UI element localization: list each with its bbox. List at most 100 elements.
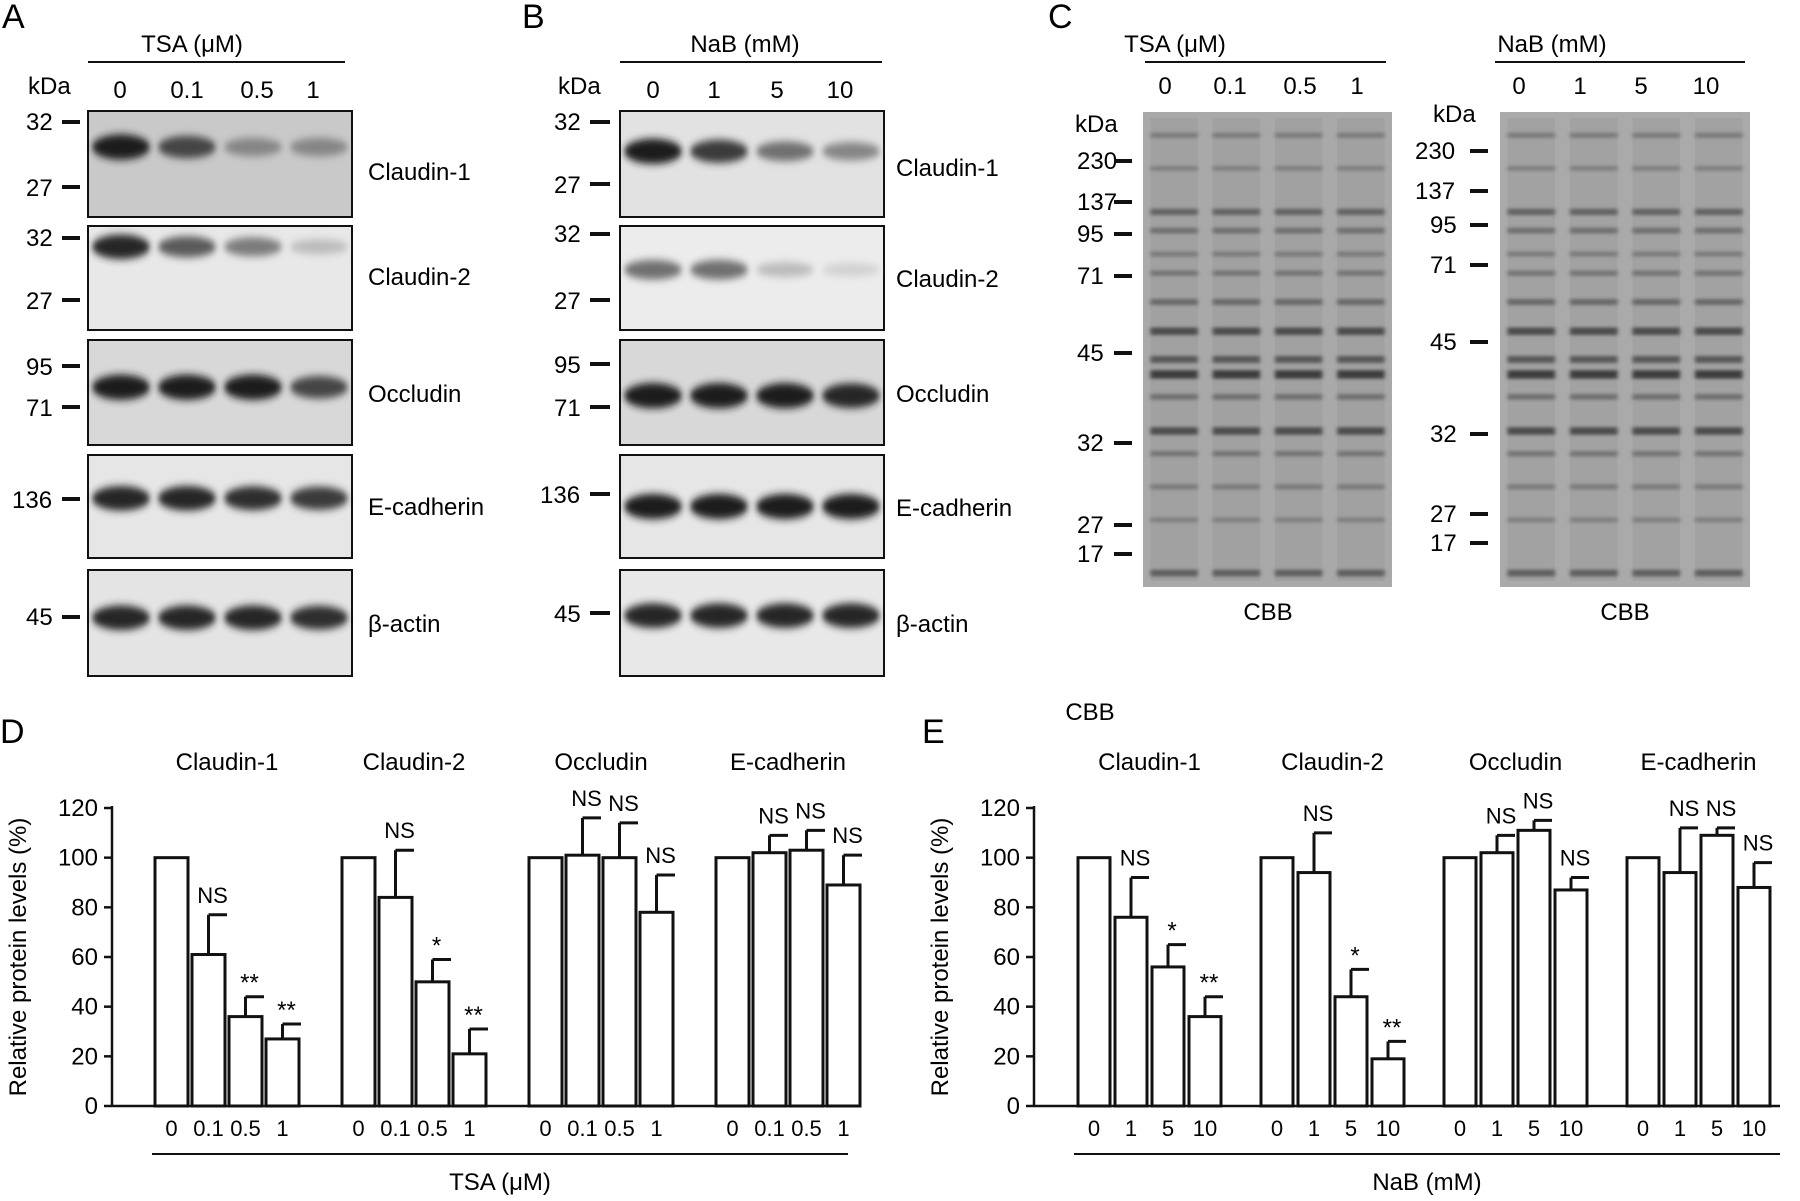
group-title: E-cadherin	[1640, 749, 1756, 776]
gel-band	[1632, 370, 1680, 379]
mw-marker: 230	[1077, 148, 1117, 175]
group-title: Claudin-2	[363, 749, 466, 776]
gel-lane	[1570, 118, 1618, 581]
significance-label: NS	[1523, 788, 1554, 813]
gel-band	[1274, 370, 1323, 379]
blot-bands	[623, 259, 881, 280]
mw-marker: 45	[1077, 340, 1104, 367]
blot-band	[289, 605, 349, 630]
x-tick-label: 0.5	[230, 1116, 261, 1141]
bar	[564, 853, 601, 1108]
significance-label: NS	[1303, 801, 1334, 826]
bar	[227, 1015, 264, 1108]
gel-band	[1570, 327, 1618, 335]
gel-band	[1337, 356, 1385, 363]
blot-bands	[623, 603, 881, 628]
x-tick-label: 0.5	[791, 1116, 822, 1141]
bar	[638, 910, 675, 1108]
gel-band	[1337, 451, 1385, 457]
mw-marker: 95	[26, 354, 53, 381]
blot-band	[157, 135, 217, 159]
bar	[377, 895, 414, 1108]
y-tick-label: 100	[980, 845, 1020, 872]
x-tick-label: 10	[1193, 1116, 1217, 1141]
blot-label: Claudin-1	[896, 155, 999, 182]
gel-band	[1150, 327, 1198, 335]
blot-band	[223, 237, 283, 257]
y-tick-label: 0	[1007, 1093, 1020, 1120]
blot-band	[623, 138, 683, 164]
blot-bands	[91, 234, 349, 260]
blot-box	[87, 110, 353, 218]
panel-b-lane-label: 10	[827, 77, 854, 104]
gel-kda: kDa	[1075, 111, 1118, 138]
gel-band	[1695, 270, 1743, 276]
gel-header: TSA (μM)	[1124, 31, 1226, 58]
gel-band	[1337, 517, 1385, 523]
group-title: E-cadherin	[730, 749, 846, 776]
gel-band	[1570, 569, 1618, 577]
gel-lane-label: 1	[1350, 73, 1363, 100]
gel-band	[1632, 451, 1680, 457]
significance-label: **	[464, 1002, 483, 1029]
blot-band	[689, 259, 749, 280]
mw-marker: 136	[12, 487, 52, 514]
gel-band	[1695, 427, 1743, 435]
gel-band	[1212, 484, 1261, 490]
gel-band	[1695, 484, 1743, 490]
y-tick-label: 40	[71, 994, 98, 1021]
y-tick-label: 60	[71, 944, 98, 971]
gel-band	[1337, 484, 1385, 490]
mw-marker: 32	[26, 109, 53, 136]
gel-band	[1337, 208, 1385, 216]
blot-band	[289, 376, 349, 399]
x-tick-label: 1	[1308, 1116, 1320, 1141]
significance-label: NS	[608, 791, 639, 816]
gel-band	[1274, 356, 1323, 363]
x-tick-label: 1	[1125, 1116, 1137, 1141]
bar	[414, 980, 451, 1108]
panel-c: C TSA (μM) 0 0.1 0.5 1 kDa CBB CBB 230 1…	[1048, 0, 1750, 726]
group-title: Claudin-2	[1281, 749, 1384, 776]
mw-marker: 32	[554, 221, 581, 248]
blot-band	[755, 383, 815, 409]
bar	[1370, 1057, 1406, 1108]
blot-label: β-actin	[896, 611, 969, 638]
y-tick-label: 0	[85, 1093, 98, 1120]
x-axis-label: TSA (μM)	[449, 1169, 551, 1196]
x-tick-label: 0	[1271, 1116, 1283, 1141]
x-tick-label: 1	[463, 1116, 475, 1141]
gel-band	[1274, 227, 1323, 234]
significance-label: NS	[1669, 796, 1700, 821]
blot-bands	[91, 605, 349, 630]
significance-label: NS	[645, 843, 676, 868]
x-tick-label: 10	[1742, 1116, 1766, 1141]
x-tick-label: 1	[1491, 1116, 1503, 1141]
gel-band	[1212, 132, 1261, 138]
gel-band	[1150, 166, 1198, 171]
significance-label: *	[1350, 942, 1359, 969]
bar	[1150, 965, 1186, 1108]
gel-band	[1212, 356, 1261, 363]
blot-band	[821, 493, 881, 520]
gel-band	[1570, 208, 1618, 216]
significance-label: NS	[1706, 796, 1737, 821]
mw-marker: 95	[1430, 212, 1457, 239]
blot-band	[289, 486, 349, 510]
significance-label: NS	[1486, 803, 1517, 828]
x-tick-label: 0.5	[417, 1116, 448, 1141]
gel-band	[1337, 299, 1385, 305]
y-tick-label: 120	[58, 795, 98, 822]
gel-band	[1570, 517, 1618, 523]
blot-label: E-cadherin	[368, 494, 484, 521]
gel-band	[1150, 484, 1198, 490]
significance-label: **	[1200, 970, 1219, 997]
blot-label: β-actin	[368, 611, 441, 638]
gel-band	[1274, 451, 1323, 457]
gel-band	[1337, 394, 1385, 400]
group-title: Occludin	[1469, 749, 1562, 776]
gel-band	[1274, 517, 1323, 523]
x-tick-label: 5	[1528, 1116, 1540, 1141]
x-tick-label: 0.5	[604, 1116, 635, 1141]
